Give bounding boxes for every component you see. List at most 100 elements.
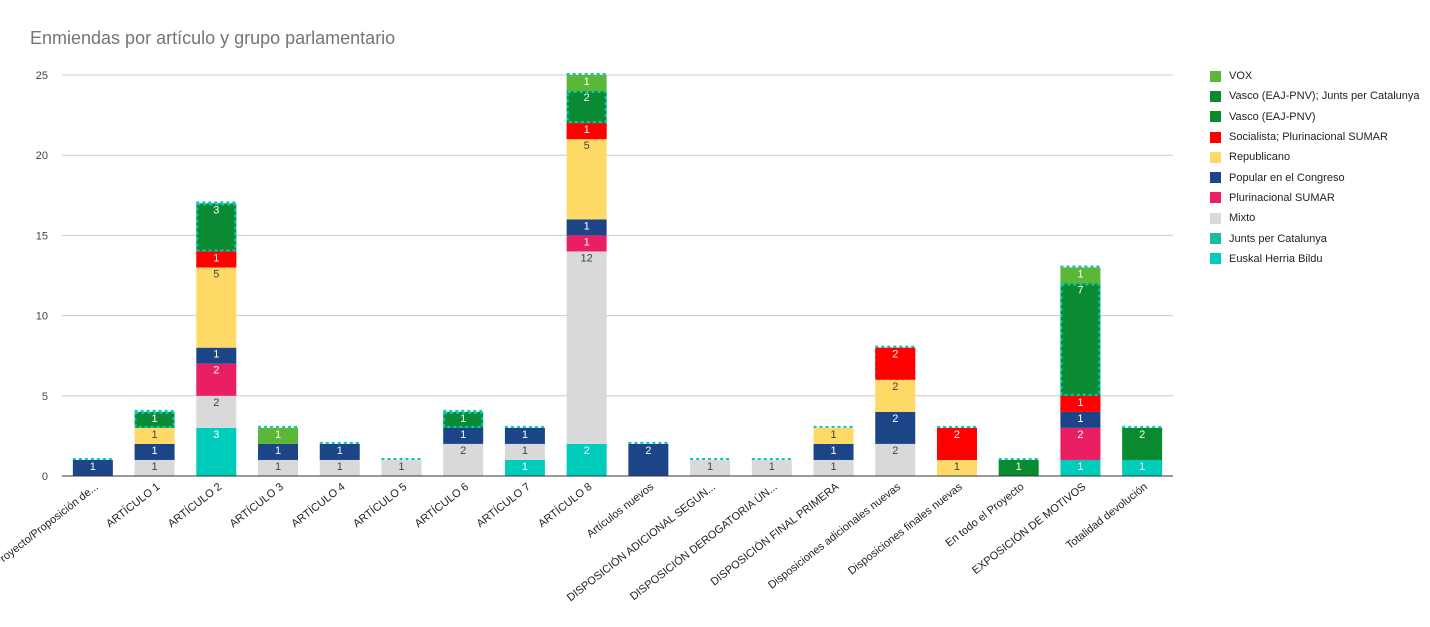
legend-item[interactable]: Junts per Catalunya <box>1210 228 1420 248</box>
bar-segment[interactable] <box>1122 459 1163 476</box>
data-label: 1 <box>1077 461 1083 473</box>
data-label: 1 <box>522 461 528 473</box>
legend-item[interactable]: Popular en el Congreso <box>1210 167 1420 187</box>
bar-segment[interactable] <box>196 267 237 348</box>
bar-segment[interactable] <box>196 363 237 396</box>
data-label: 1 <box>275 429 281 441</box>
bar-segment-highlight <box>566 91 607 124</box>
data-label: 1 <box>830 429 836 441</box>
y-tick-label: 15 <box>36 230 48 242</box>
bar-segment[interactable] <box>566 443 607 476</box>
bar-segment[interactable] <box>566 235 607 252</box>
legend-label: Plurinacional SUMAR <box>1229 191 1335 204</box>
legend-swatch <box>1210 192 1221 204</box>
bar-segment[interactable] <box>1122 427 1163 460</box>
bar-segment[interactable] <box>443 411 484 428</box>
y-tick-label: 20 <box>36 150 48 162</box>
bar-segment[interactable] <box>258 459 299 476</box>
data-label: 1 <box>522 429 528 441</box>
bar-segment[interactable] <box>628 443 669 476</box>
legend-item[interactable]: Euskal Herria Bildu <box>1210 249 1420 269</box>
legend-item[interactable]: Socialista; Plurinacional SUMAR <box>1210 127 1420 147</box>
bar-segment[interactable] <box>690 459 731 476</box>
legend-item[interactable]: Republicano <box>1210 147 1420 167</box>
legend-swatch <box>1210 253 1221 265</box>
bar-segment[interactable] <box>196 203 237 252</box>
bar-segment[interactable] <box>566 139 607 220</box>
bar-segment[interactable] <box>1060 427 1101 460</box>
bar-segment[interactable] <box>875 347 916 380</box>
y-tick-label: 0 <box>42 471 48 483</box>
data-label: 1 <box>152 413 158 425</box>
x-tick-label: Disposiciones finales nuevas <box>846 481 965 578</box>
bar-segment[interactable] <box>258 427 299 444</box>
bar-segment[interactable] <box>566 251 607 444</box>
bar-segment[interactable] <box>504 427 545 444</box>
gridlines <box>62 74 1173 397</box>
bar-segment[interactable] <box>875 443 916 476</box>
bar-segment[interactable] <box>566 219 607 236</box>
legend-label: VOX <box>1229 70 1253 83</box>
x-tick-label: ARTÍCULO 3 <box>227 480 286 530</box>
data-label: 5 <box>213 268 219 280</box>
bar-segment[interactable] <box>504 443 545 460</box>
bar-segment[interactable] <box>134 459 175 476</box>
data-label: 3 <box>213 204 219 216</box>
legend-item[interactable]: VOX <box>1210 66 1420 86</box>
bars <box>72 73 1163 476</box>
data-label: 1 <box>584 236 590 248</box>
data-label: 1 <box>584 124 590 136</box>
data-label: 2 <box>584 445 590 457</box>
bar-segment[interactable] <box>196 347 237 364</box>
bar-segment[interactable] <box>751 459 792 476</box>
bar-segment[interactable] <box>1060 283 1101 396</box>
bar-segment[interactable] <box>1060 411 1101 428</box>
bar-segment[interactable] <box>134 427 175 444</box>
y-tick-label: 10 <box>36 311 48 323</box>
bar-segment[interactable] <box>813 459 854 476</box>
bar-segment-highlight <box>875 347 916 380</box>
data-label: 1 <box>1016 461 1022 473</box>
x-tick-label: EXPOSICIÓN DE MOTIVOS <box>969 480 1088 577</box>
legend-item[interactable]: Mixto <box>1210 208 1420 228</box>
bar-segment-highlight <box>443 411 484 428</box>
x-tick-label: ARTÍCULO 8 <box>536 480 595 530</box>
x-tick-label: ARTÍCULO 1 <box>104 480 163 530</box>
bar-segment-highlight <box>196 251 237 268</box>
bar-segment[interactable] <box>566 91 607 124</box>
bar-segment[interactable] <box>875 411 916 444</box>
bar-segment[interactable] <box>196 251 237 268</box>
data-label: 2 <box>460 445 466 457</box>
bar-segment[interactable] <box>566 75 607 92</box>
bar-segment[interactable] <box>258 443 299 460</box>
bar-segment[interactable] <box>443 427 484 444</box>
bar-segment[interactable] <box>319 459 360 476</box>
x-tick-label: al Proyecto/Proposición de... <box>0 481 101 577</box>
bar-segment[interactable] <box>813 427 854 444</box>
bar-segment[interactable] <box>813 443 854 460</box>
bar-segment[interactable] <box>381 459 422 476</box>
bar-segment[interactable] <box>196 427 237 476</box>
bar-segment[interactable] <box>1060 395 1101 412</box>
bar-segment[interactable] <box>196 395 237 428</box>
data-label: 1 <box>213 349 219 361</box>
bar-segment[interactable] <box>443 443 484 476</box>
bar-segment[interactable] <box>936 427 977 460</box>
bar-segment[interactable] <box>875 379 916 412</box>
bar-segment[interactable] <box>998 459 1039 476</box>
bar-segment[interactable] <box>504 459 545 476</box>
bar-segment[interactable] <box>72 459 113 476</box>
bar-segment[interactable] <box>134 411 175 428</box>
bar-segment[interactable] <box>936 459 977 476</box>
bar-segment[interactable] <box>1060 459 1101 476</box>
legend-item[interactable]: Plurinacional SUMAR <box>1210 188 1420 208</box>
bar-segment-highlight <box>936 427 977 460</box>
legend-label: Popular en el Congreso <box>1229 171 1345 184</box>
bar-segment[interactable] <box>319 443 360 460</box>
bar-segment[interactable] <box>1060 267 1101 284</box>
legend-item[interactable]: Vasco (EAJ-PNV); Junts per Catalunya <box>1210 86 1420 106</box>
bar-segment[interactable] <box>566 123 607 140</box>
legend-item[interactable]: Vasco (EAJ-PNV) <box>1210 107 1420 127</box>
bar-segment[interactable] <box>134 443 175 460</box>
